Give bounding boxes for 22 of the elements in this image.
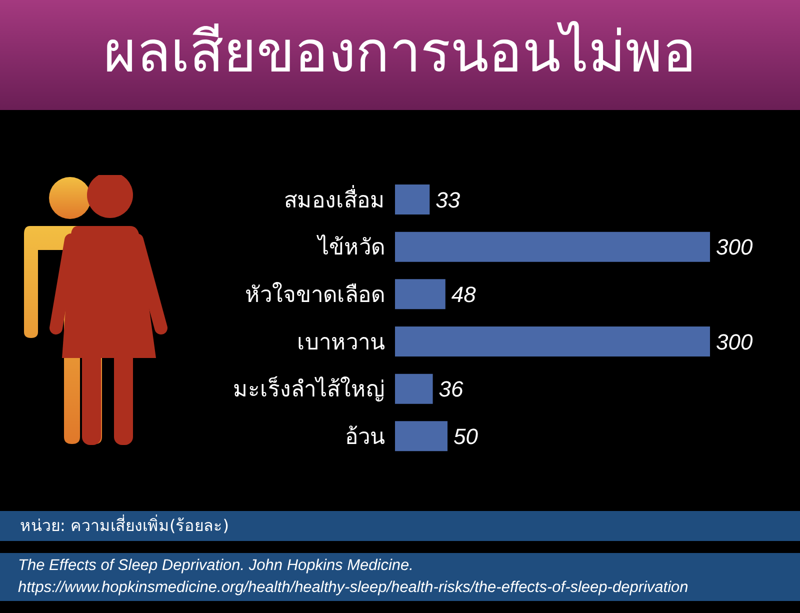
y-tick-label: อ้วน: [345, 425, 385, 450]
data-label: 300: [716, 234, 754, 260]
y-tick-label: มะเร็งลำไส้ใหญ่: [233, 374, 385, 403]
data-label: 48: [451, 282, 477, 307]
y-tick-label: หัวใจขาดเลือด: [245, 282, 385, 308]
y-tick-label: เบาหวาน: [297, 330, 385, 356]
data-label: 50: [454, 424, 479, 449]
bar: [395, 232, 710, 262]
text: หน่วย: ความเสี่ยงเพิ่ม(ร้อยละ): [20, 515, 229, 537]
data-label: 33: [436, 187, 461, 212]
bar: [395, 326, 710, 357]
text: https://www.hopkinsmedicine.org/health/healthy-sleep/health-risks/the-effects-of-sleep-deprivation: [18, 578, 688, 598]
y-tick-label: ไข้หวัด: [316, 234, 385, 261]
y-tick-label: สมองเสื่อม: [284, 184, 385, 214]
data-label: 36: [438, 376, 464, 402]
bar: [395, 184, 430, 215]
chart-title: ผลเสียของการนอนไม่พอ: [102, 19, 698, 87]
data-label: 300: [716, 329, 754, 354]
bar: [395, 374, 433, 404]
bar: [395, 421, 448, 452]
bar: [395, 279, 446, 310]
text: The Effects of Sleep Deprivation. John Hopkins Medicine.: [18, 556, 414, 576]
